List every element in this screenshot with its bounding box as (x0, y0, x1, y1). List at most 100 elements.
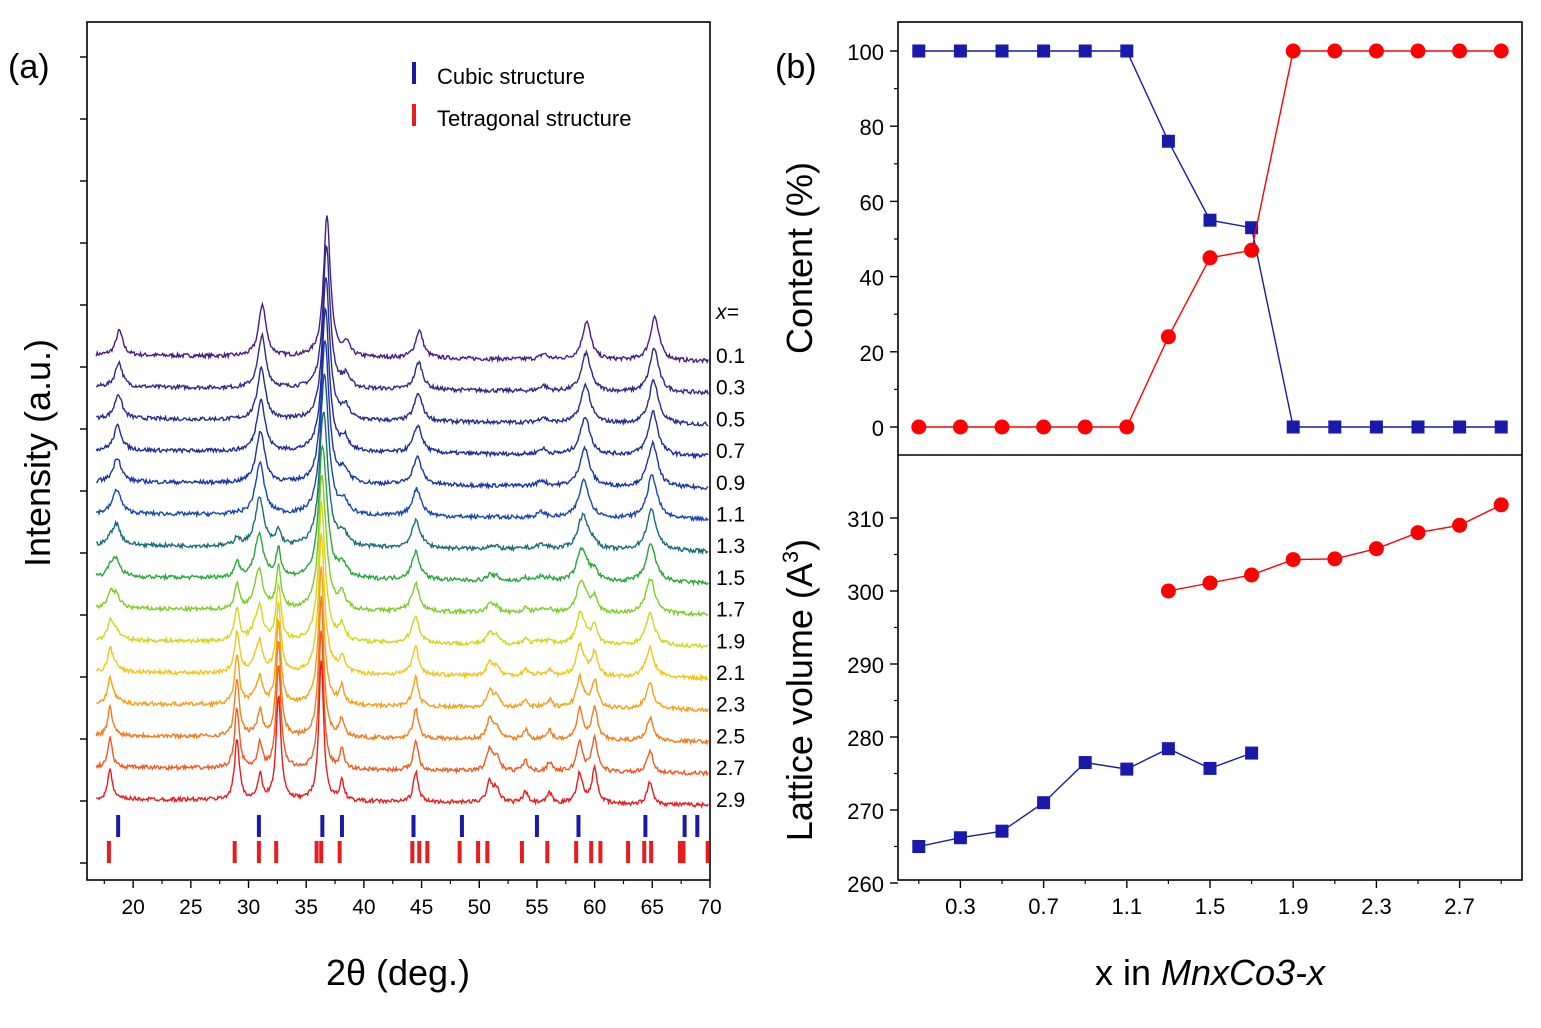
panel-label-b: (b) (775, 48, 817, 86)
content-cubic-point (995, 44, 1009, 58)
tetragonal-reflection-mark (574, 841, 579, 863)
tetragonal-reflection-mark (457, 841, 462, 863)
cubic-reflection-mark (682, 815, 687, 837)
cubic-reflection-mark (320, 815, 325, 837)
tetragonal-reflection-mark (545, 841, 550, 863)
xrd-pattern-2_9 (95, 660, 709, 809)
x-axis-label-a: 2θ (deg.) (326, 952, 470, 993)
volume-cubic-point (912, 840, 926, 853)
sample-label-1_3: 1.3 (716, 535, 745, 558)
x-tick-label-a: 45 (410, 896, 433, 919)
volume-cubic-point (1203, 761, 1217, 775)
x-tick-label-a: 20 (121, 896, 144, 919)
xrd-pattern-1_5 (95, 444, 709, 587)
sample-label-0_7: 0.7 (716, 440, 745, 463)
tetragonal-reflection-mark (681, 841, 686, 863)
content-cubic-point (1453, 420, 1467, 434)
volume-tetragonal-point (1452, 517, 1468, 533)
content-cubic-point (1286, 420, 1300, 434)
content-tetragonal-point (952, 419, 968, 435)
sample-label-2_1: 2.1 (716, 662, 745, 685)
y-tick-label-b-bottom: 310 (847, 507, 884, 532)
tetragonal-reflection-mark (274, 841, 279, 863)
volume-tetragonal-point (1160, 583, 1176, 599)
volume-tetragonal-point (1327, 551, 1343, 567)
xrd-pattern-0_9 (96, 339, 709, 491)
x-tick-label-a: 55 (525, 896, 548, 919)
xrd-pattern-1_7 (95, 474, 709, 618)
tetragonal-reflection-mark (476, 841, 481, 863)
content-cubic-point (1203, 213, 1217, 227)
y-tick-label-b-top: 80 (860, 115, 884, 140)
tetragonal-reflection-mark (410, 841, 415, 863)
x-tick-label-a: 25 (179, 896, 202, 919)
xrd-pattern-0_5 (96, 277, 709, 427)
volume-cubic-point (1037, 796, 1051, 810)
tetragonal-reflection-mark (626, 841, 631, 863)
sample-label-0_1: 0.1 (716, 345, 745, 368)
x-tick-label-a: 70 (698, 896, 721, 919)
content-cubic-point (1411, 420, 1425, 434)
content-tetragonal-point (1368, 43, 1384, 59)
cubic-reflection-mark (643, 815, 648, 837)
xrd-pattern-0_1 (95, 215, 709, 365)
x-tick-label-a: 60 (583, 896, 606, 919)
tetragonal-reflection-mark (425, 841, 430, 863)
tetragonal-reflection-mark (485, 841, 490, 863)
x-tick-label-b: 1.1 (1112, 894, 1143, 919)
y-axis-label-lattice: Lattice volume (A3) (778, 539, 820, 841)
legend-marker-tetragonal (412, 104, 416, 126)
content-tetragonal-point (994, 419, 1010, 435)
content-cubic-point (1078, 44, 1092, 58)
tetragonal-reflection-mark (598, 841, 603, 863)
tetragonal-reflection-mark (417, 841, 422, 863)
y-tick-label-b-top: 100 (847, 40, 884, 65)
x-tick-label-a: 50 (468, 896, 491, 919)
content-tetragonal-point (1327, 43, 1343, 59)
content-cubic-point (1494, 420, 1508, 434)
content-tetragonal-point (1244, 242, 1260, 258)
y-tick-label-b-top: 20 (860, 341, 884, 366)
cubic-reflection-mark (534, 815, 539, 837)
content-tetragonal-point (1077, 419, 1093, 435)
x-tick-label-b: 1.9 (1278, 894, 1309, 919)
tetragonal-reflection-mark (519, 841, 524, 863)
volume-cubic-point (995, 824, 1009, 838)
volume-cubic-point (953, 831, 967, 845)
volume-cubic-point (1120, 762, 1134, 776)
tetragonal-reflection-mark (314, 841, 319, 863)
volume-tetragonal-point (1244, 567, 1260, 583)
tetragonal-reflection-mark (337, 841, 342, 863)
content-tetragonal-point (1202, 250, 1218, 266)
sample-label-0_5: 0.5 (716, 408, 745, 431)
x-tick-label-b: 0.3 (945, 894, 976, 919)
x-tick-label-b: 2.3 (1361, 894, 1392, 919)
cubic-reflection-mark (339, 815, 344, 837)
y-tick-label-b-bottom: 280 (847, 726, 884, 751)
content-tetragonal-point (1160, 329, 1176, 345)
content-cubic-line (918, 50, 1502, 428)
tetragonal-reflection-mark (589, 841, 594, 863)
plot-frame-b (897, 21, 1523, 881)
content-cubic-point (1037, 44, 1051, 58)
tetragonal-reflection-mark (256, 841, 261, 863)
content-tetragonal-point (1410, 43, 1426, 59)
content-cubic-point (953, 44, 967, 58)
xrd-pattern-2_5 (95, 595, 709, 747)
tetragonal-reflection-mark (106, 841, 111, 863)
xrd-pattern-2_3 (95, 566, 709, 714)
volume-tetragonal-point (1410, 525, 1426, 541)
sample-label-2_3: 2.3 (716, 694, 745, 717)
legend-marker-cubic (412, 62, 416, 84)
x-tick-label-b: 2.7 (1444, 894, 1475, 919)
x-tick-label-a: 30 (237, 896, 260, 919)
volume-cubic-point (1245, 746, 1259, 760)
volume-cubic-point (1078, 756, 1092, 770)
cubic-reflection-mark (576, 815, 581, 837)
x-tick-label-b: 1.5 (1195, 894, 1226, 919)
xrd-pattern-2_7 (95, 630, 709, 777)
tetragonal-reflection-mark (319, 841, 324, 863)
sample-label-0_3: 0.3 (716, 377, 745, 400)
content-tetragonal-point (911, 419, 927, 435)
content-tetragonal-point (1493, 43, 1509, 59)
